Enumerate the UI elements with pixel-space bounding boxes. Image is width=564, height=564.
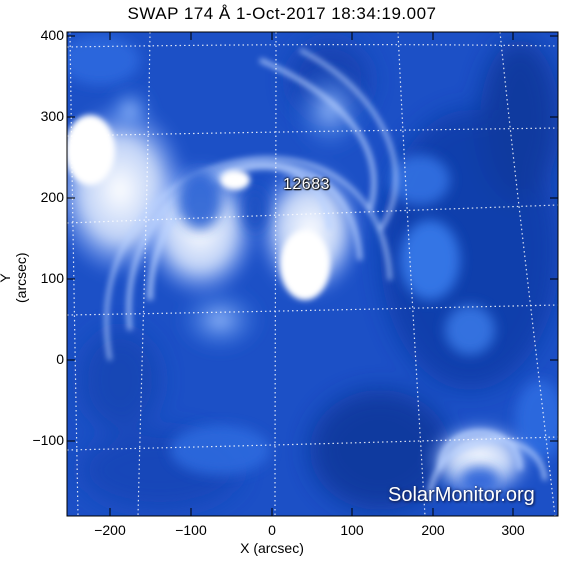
x-axis-label: X (arcsec) <box>240 540 304 556</box>
y-tick-label: 400 <box>40 27 64 43</box>
heliographic-grid <box>67 32 558 516</box>
image-title: SWAP 174 Å 1-Oct-2017 18:34:19.007 <box>127 4 437 23</box>
x-tick-label: 0 <box>268 522 276 538</box>
plot-border <box>66 31 559 517</box>
y-tick-label: 0 <box>56 351 64 367</box>
solar-euv-image <box>67 32 558 516</box>
y-tick-label: 300 <box>40 108 64 124</box>
x-tick-label: 100 <box>340 522 364 538</box>
x-tick-label: 300 <box>501 522 525 538</box>
y-axis-label: Y (arcsec) <box>0 252 29 303</box>
x-tick-label: 200 <box>421 522 445 538</box>
x-tick-label: −100 <box>175 522 207 538</box>
active-region-label: 12683 <box>283 176 330 193</box>
y-tick-label: −100 <box>32 432 64 448</box>
y-tick-label: 100 <box>40 270 64 286</box>
x-tick-label: −200 <box>94 522 126 538</box>
axis-ticks <box>67 32 558 516</box>
watermark: SolarMonitor.org <box>388 484 535 506</box>
y-tick-label: 200 <box>40 189 64 205</box>
